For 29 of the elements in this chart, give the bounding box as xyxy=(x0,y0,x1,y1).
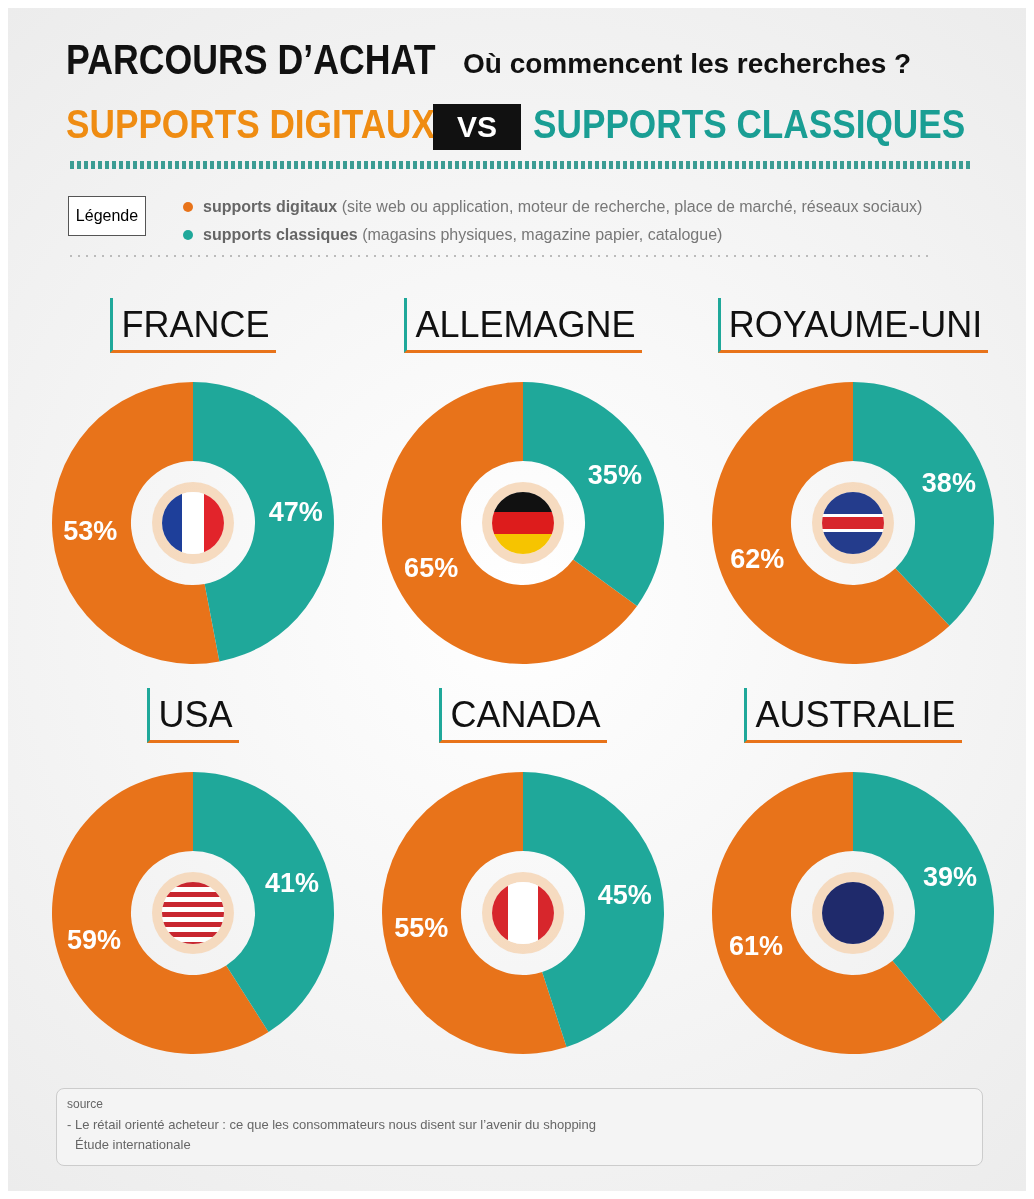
data-label: 38% xyxy=(921,468,976,499)
data-label: 35% xyxy=(587,459,642,490)
data-label: 39% xyxy=(922,861,978,892)
chart-title: ALLEMAGNE xyxy=(404,298,642,353)
text: source xyxy=(67,1097,104,1111)
data-label: 61% xyxy=(728,931,784,962)
legend-label: supports classiques (magasins physiques, magazine papier, catalogue) xyxy=(203,226,723,243)
text: PARCOURS D’ACHAT xyxy=(66,36,436,84)
text: Étude internationale xyxy=(75,1137,191,1152)
text: Légende xyxy=(68,196,146,236)
text: SUPPORTS CLASSIQUES xyxy=(533,102,966,147)
text: FRANCE xyxy=(110,298,276,353)
text: - Le rétail orienté acheteur : ce que les consommateurs nous disent sur l’avenir du shopping xyxy=(67,1117,596,1132)
chart-title: ROYAUME-UNI xyxy=(717,298,989,353)
data-label: 53% xyxy=(63,516,118,547)
data-label: 65% xyxy=(404,553,459,584)
data-label: 59% xyxy=(66,925,122,956)
chart-title: AUSTRALIE xyxy=(744,688,962,743)
data-label: 62% xyxy=(730,544,785,575)
chart-title: CANADA xyxy=(439,688,607,743)
data-label: 41% xyxy=(264,867,320,898)
text: VS xyxy=(433,104,521,150)
chart-title: USA xyxy=(147,688,239,743)
data-label: 45% xyxy=(597,880,652,911)
data-label: 47% xyxy=(268,496,323,527)
text: Où commencent les recherches ? xyxy=(463,48,912,80)
data-label: 55% xyxy=(394,912,449,943)
legend-label: supports digitaux (site web ou application, moteur de recherche, place de marché, réseaux sociaux) xyxy=(203,198,923,215)
text: SUPPORTS DIGITAUX xyxy=(66,102,435,147)
